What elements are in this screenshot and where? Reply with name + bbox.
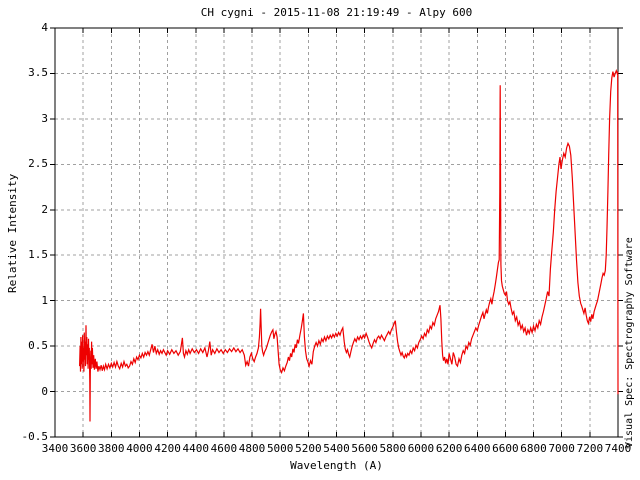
y-tick-label: 1.5	[28, 248, 48, 262]
y-tick-label: 3	[41, 111, 48, 125]
y-tick-label: 1	[41, 293, 48, 307]
y-tick-label: 3.5	[28, 66, 48, 80]
x-axis-title: Wavelength (A)	[290, 459, 383, 472]
x-tick-label: 4400	[182, 442, 210, 455]
x-tick-label: 3600	[69, 442, 97, 455]
x-tick-label: 5800	[379, 442, 407, 455]
chart-title: CH cygni - 2015-11-08 21:19:49 - Alpy 60…	[200, 6, 473, 19]
x-tick-label: 5200	[295, 442, 322, 455]
y-tick-label: 0.5	[28, 339, 48, 353]
y-axis-title: Relative Intensity	[6, 173, 19, 293]
x-tick-label: 3800	[98, 442, 125, 455]
x-tick-label: 6800	[520, 442, 547, 455]
x-tick-label: 6400	[464, 442, 491, 455]
x-tick-label: 7200	[576, 442, 604, 455]
x-tick-label: 7000	[548, 442, 575, 455]
x-tick-label: 5400	[323, 442, 350, 455]
software-watermark: Visual Spec: Spectrography Software	[624, 237, 635, 448]
x-tick-label: 5000	[266, 442, 294, 455]
x-tick-label: 4000	[126, 442, 153, 455]
y-tick-label: 2	[41, 202, 48, 216]
x-tick-label: 4800	[238, 442, 266, 455]
y-tick-label: 2.5	[28, 157, 48, 171]
y-tick-label: -0.5	[21, 430, 49, 443]
spectrum-curve	[79, 68, 619, 422]
x-tick-label: 7400	[604, 442, 632, 455]
x-tick-label: 6000	[407, 442, 435, 455]
x-tick-label: 3400	[41, 442, 69, 455]
y-tick-label: 4	[41, 21, 48, 34]
x-tick-label: 4200	[154, 442, 181, 455]
x-tick-label: 6200	[435, 442, 463, 455]
x-tick-label: 6600	[492, 442, 519, 455]
x-tick-label: 4600	[210, 442, 238, 455]
x-tick-label: 5600	[351, 442, 378, 455]
y-tick-label: 0	[41, 384, 48, 398]
